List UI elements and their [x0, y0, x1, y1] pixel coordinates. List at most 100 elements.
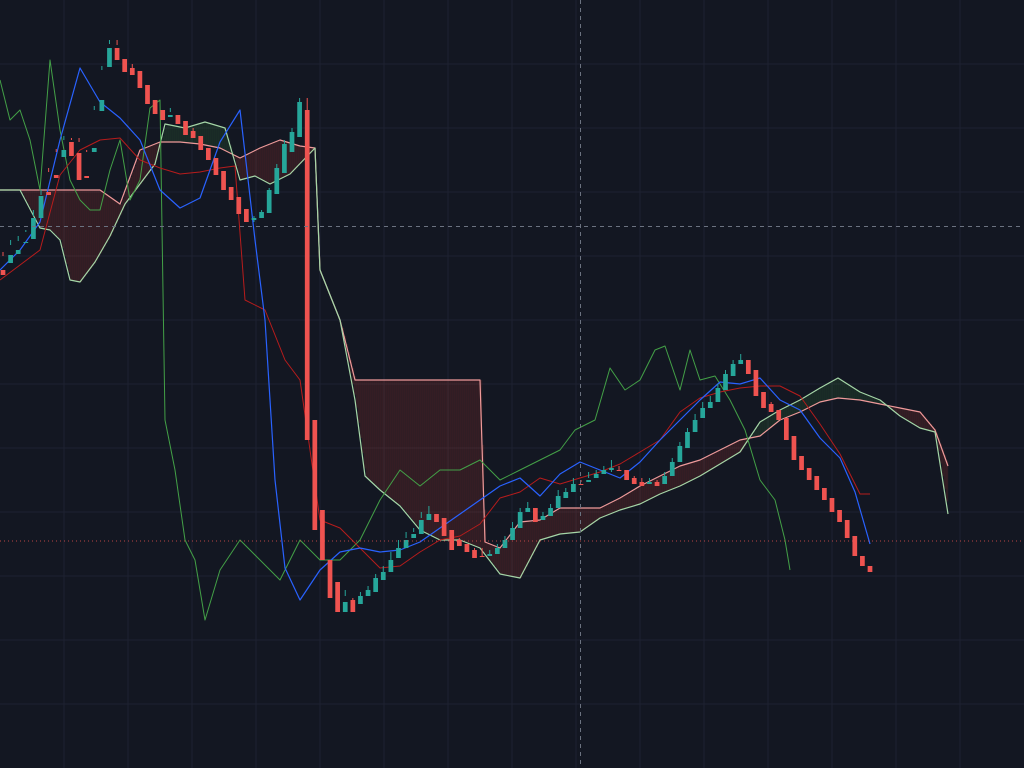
cloud-segment	[562, 508, 565, 534]
candle-body	[647, 482, 652, 484]
cloud-segment	[108, 195, 111, 240]
cloud-segment	[660, 476, 663, 494]
candle-body	[723, 374, 728, 390]
candle-body	[707, 402, 713, 408]
cloud-segment	[260, 148, 263, 179]
cloud-segment	[208, 122, 211, 146]
candle-body	[53, 175, 59, 178]
cloud-segment	[856, 389, 859, 400]
cloud-segment	[68, 190, 71, 272]
cloud-segment	[822, 386, 825, 402]
cloud-segment	[126, 187, 129, 203]
cloud-segment	[132, 171, 135, 195]
cloud-segment	[54, 190, 57, 234]
cloud-segment	[904, 408, 907, 419]
cloud-segment	[862, 392, 865, 401]
cloud-segment	[568, 508, 571, 534]
cloud-segment	[56, 190, 59, 236]
cloud-segment	[390, 380, 393, 498]
candle-body	[228, 187, 234, 200]
cloud-segment	[174, 125, 177, 142]
cloud-segment	[542, 518, 545, 540]
cloud-segment	[866, 394, 869, 402]
cloud-segment	[858, 390, 861, 400]
cloud-segment	[26, 190, 29, 202]
ichimoku-cloud	[22, 122, 949, 578]
cloud-segment	[198, 124, 201, 144]
cloud-segment	[138, 155, 141, 187]
cloud-segment	[112, 198, 115, 232]
cloud-segment	[446, 380, 449, 540]
cloud-segment	[218, 125, 221, 148]
cloud-segment	[292, 143, 295, 172]
candle-body	[114, 48, 120, 60]
cloud-segment	[566, 508, 569, 534]
candle-body	[107, 48, 112, 67]
cloud-segment	[200, 123, 203, 144]
candle-body	[61, 150, 67, 157]
cloud-segment	[290, 143, 293, 174]
cloud-segment	[62, 190, 65, 248]
candle-body	[129, 68, 135, 75]
cloud-segment	[816, 390, 819, 404]
cloud-segment	[892, 406, 895, 410]
cloud-segment	[156, 143, 159, 160]
candle-body	[342, 602, 348, 612]
cloud-segment	[70, 190, 73, 280]
cloud-segment	[224, 127, 227, 150]
cloud-segment	[106, 194, 109, 243]
candle-body	[555, 496, 561, 508]
candle-body	[137, 71, 143, 88]
cloud-segment	[536, 520, 539, 548]
cloud-segment	[456, 380, 459, 540]
cloud-segment	[842, 380, 845, 399]
cloud-segment	[834, 380, 837, 399]
cloud-segment	[672, 470, 675, 490]
cloud-segment	[516, 527, 519, 578]
cloud-segment	[698, 460, 701, 477]
candle-body	[738, 360, 744, 364]
cloud-segment	[688, 463, 691, 482]
cloud-segment	[782, 409, 785, 420]
cloud-segment	[942, 449, 945, 477]
cloud-segment	[52, 190, 55, 232]
cloud-segment	[140, 150, 143, 184]
cloud-segment	[296, 144, 299, 168]
cloud-segment	[832, 381, 835, 400]
candle-body	[571, 484, 576, 492]
cloud-segment	[270, 144, 273, 184]
cloud-segment	[416, 380, 419, 526]
cloud-segment	[176, 126, 179, 142]
cloud-segment	[520, 522, 523, 578]
cloud-segment	[670, 471, 673, 490]
cloud-segment	[556, 510, 559, 536]
cloud-segment	[570, 508, 573, 533]
candle-body	[449, 530, 455, 550]
cloud-segment	[838, 378, 841, 398]
cloud-segment	[686, 464, 689, 483]
cloud-segment	[666, 473, 669, 492]
cloud-segment	[28, 190, 31, 206]
cloud-segment	[524, 521, 527, 571]
candle-body	[487, 554, 493, 556]
cloud-segment	[724, 448, 727, 462]
cloud-segment	[142, 149, 145, 182]
candle-body	[244, 209, 249, 222]
cloud-segment	[514, 529, 517, 577]
candle-body	[677, 446, 683, 462]
cloud-segment	[124, 193, 127, 207]
cloud-segment	[508, 537, 511, 576]
cloud-segment	[606, 505, 609, 516]
candle-body	[692, 420, 698, 432]
cloud-segment	[72, 190, 75, 281]
cloud-segment	[700, 460, 703, 476]
cloud-segment	[388, 380, 391, 497]
candle-body	[730, 364, 736, 376]
candle-body	[350, 600, 356, 612]
cloud-segment	[256, 150, 259, 177]
cloud-segment	[364, 380, 367, 469]
candle-body	[548, 508, 553, 516]
cloud-segment	[498, 547, 501, 572]
